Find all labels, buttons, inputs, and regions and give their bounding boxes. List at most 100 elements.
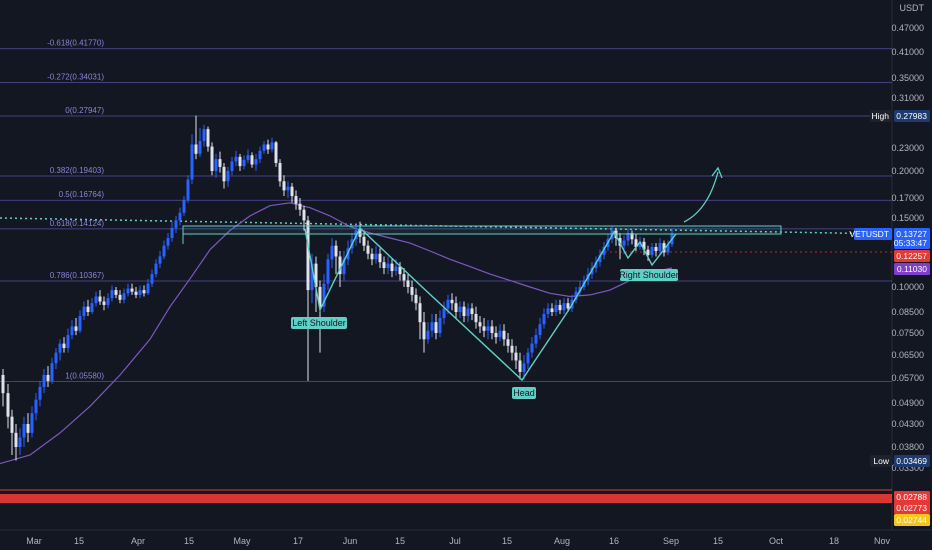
candle-body <box>250 155 254 165</box>
candle <box>322 274 326 312</box>
candle <box>70 320 74 340</box>
candle-body <box>134 291 138 295</box>
candle <box>254 153 258 171</box>
candle <box>250 152 254 168</box>
candle-body <box>90 303 94 312</box>
candle-body <box>366 245 370 254</box>
candle <box>242 155 246 170</box>
candle <box>18 428 22 456</box>
candle-body <box>530 343 534 353</box>
candle-body <box>598 255 602 263</box>
price-tick: 0.35000 <box>891 73 924 83</box>
countdown-tag: 05:33:47 <box>894 238 927 248</box>
candle <box>14 424 18 461</box>
candle <box>142 285 146 297</box>
candle-body <box>662 243 666 253</box>
candle-body <box>402 274 406 281</box>
candle <box>26 413 30 443</box>
symbol-tag-bg <box>854 228 892 240</box>
high-label-bg <box>870 110 892 122</box>
left-shoulder-label: Left Shoulder <box>292 318 346 328</box>
price-tick: 0.05700 <box>891 373 924 383</box>
candle-body <box>626 233 630 241</box>
candle <box>494 326 498 344</box>
candle-body <box>6 393 10 417</box>
candle-body <box>542 313 546 325</box>
candle-body <box>390 263 394 272</box>
candle <box>438 310 442 338</box>
candle-body <box>642 241 646 250</box>
candle <box>162 240 166 260</box>
candle-body <box>326 259 330 284</box>
candle-body <box>622 240 626 246</box>
price-tick: 0.31000 <box>891 93 924 103</box>
red-level-tag-bg <box>894 250 930 262</box>
candle-body <box>418 303 422 323</box>
candle-body <box>638 241 642 248</box>
support-tag-3: 0.02744 <box>896 515 927 525</box>
candle <box>510 339 514 361</box>
candle <box>286 181 290 198</box>
candle <box>326 253 330 291</box>
candle <box>598 249 602 267</box>
purple-level-tag: 0.11030 <box>897 264 927 274</box>
candle-body <box>222 166 226 182</box>
candle-body <box>46 374 50 381</box>
candle <box>434 313 438 340</box>
candle-body <box>290 186 294 197</box>
time-tick: 17 <box>293 536 303 546</box>
candle <box>558 299 562 314</box>
candle-body <box>174 220 178 228</box>
candle-body <box>258 150 262 160</box>
fib-level-label: -0.272(0.34031) <box>47 73 104 82</box>
candle-body <box>658 243 662 252</box>
candle <box>506 333 510 353</box>
candle <box>542 308 546 329</box>
candle <box>218 151 222 173</box>
candle <box>266 139 270 154</box>
projection-arrow-head <box>711 166 723 179</box>
candle-body <box>66 335 70 349</box>
candle <box>90 298 94 314</box>
price-tick: 0.06500 <box>891 350 924 360</box>
projection-arrow <box>683 171 719 223</box>
candle <box>146 278 150 295</box>
candle-body <box>170 227 174 239</box>
candle-body <box>486 326 490 331</box>
candle-body <box>302 209 306 221</box>
low-value-bg <box>894 455 930 467</box>
candle <box>278 159 282 187</box>
candle <box>166 233 170 250</box>
candle <box>62 337 66 353</box>
candle-body <box>130 288 134 292</box>
candle-body <box>218 159 222 167</box>
candle <box>478 315 482 333</box>
candle <box>486 320 490 340</box>
candle-body <box>162 245 166 257</box>
support-tag-2-bg <box>894 502 930 514</box>
candle <box>210 142 214 176</box>
current-price-tag: 0.13727 <box>896 229 927 239</box>
candle <box>378 248 382 269</box>
candle <box>574 287 578 304</box>
candle <box>502 324 506 346</box>
candle-body <box>206 129 210 147</box>
candle <box>594 256 598 273</box>
left-shoulder-label-box <box>291 317 347 329</box>
candle <box>366 240 370 260</box>
candle-body <box>42 374 46 387</box>
candle-body <box>478 322 482 327</box>
candle <box>106 293 110 309</box>
time-tick: 16 <box>609 536 619 546</box>
candle-body <box>18 437 22 447</box>
candle <box>290 183 294 203</box>
candle-body <box>318 287 322 307</box>
candle-body <box>466 308 470 316</box>
candle <box>46 366 50 387</box>
candle-body <box>234 156 238 162</box>
candle <box>650 243 654 258</box>
candle <box>6 383 10 429</box>
high-label: High <box>872 111 890 121</box>
